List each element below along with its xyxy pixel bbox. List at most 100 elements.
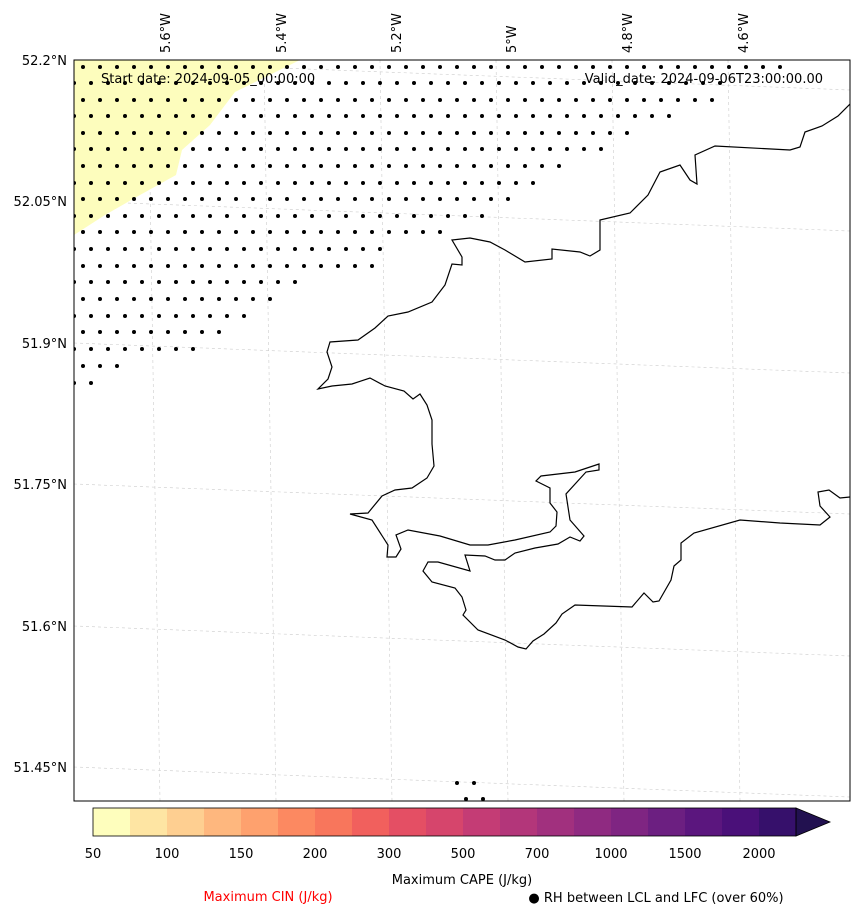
rh-dot xyxy=(81,98,85,102)
rh-dot xyxy=(106,280,110,284)
rh-dot xyxy=(361,81,365,85)
rh-dot xyxy=(225,181,229,185)
rh-dot xyxy=(421,197,425,201)
rh-dot xyxy=(361,214,365,218)
rh-dot xyxy=(183,164,187,168)
rh-dot xyxy=(115,65,119,69)
rh-dot xyxy=(268,197,272,201)
rh-dot xyxy=(217,98,221,102)
lat-label: 51.45°N xyxy=(14,761,67,776)
rh-dot xyxy=(412,214,416,218)
rh-dot xyxy=(710,65,714,69)
rh-dot xyxy=(336,197,340,201)
rh-dot xyxy=(276,114,280,118)
rh-dot xyxy=(319,65,323,69)
rh-dot xyxy=(149,297,153,301)
rh-dot xyxy=(531,114,535,118)
rh-dot xyxy=(557,98,561,102)
rh-dot xyxy=(438,197,442,201)
island-dots xyxy=(455,781,485,801)
rh-dot xyxy=(200,230,204,234)
rh-dot xyxy=(115,98,119,102)
rh-dot xyxy=(319,264,323,268)
rh-dot xyxy=(548,81,552,85)
rh-dot xyxy=(242,181,246,185)
rh-dot xyxy=(514,81,518,85)
rh-dot xyxy=(387,230,391,234)
rh-dot xyxy=(115,164,119,168)
rh-dot xyxy=(370,65,374,69)
rh-dot xyxy=(336,131,340,135)
rh-dot xyxy=(608,65,612,69)
colorbar-swatch xyxy=(574,808,612,836)
rh-dot xyxy=(446,214,450,218)
rh-dot xyxy=(446,147,450,151)
rh-dot xyxy=(438,131,442,135)
rh-dot xyxy=(582,147,586,151)
rh-dot xyxy=(336,264,340,268)
rh-dot xyxy=(98,197,102,201)
rh-dot xyxy=(353,230,357,234)
rh-dot xyxy=(591,131,595,135)
rh-dot xyxy=(404,65,408,69)
rh-dot xyxy=(208,147,212,151)
rh-dot xyxy=(174,214,178,218)
rh-dot xyxy=(591,98,595,102)
rh-dot xyxy=(353,98,357,102)
rh-dot xyxy=(217,297,221,301)
rh-dot xyxy=(489,98,493,102)
rh-dot xyxy=(667,114,671,118)
rh-dot xyxy=(132,197,136,201)
rh-dot xyxy=(302,131,306,135)
rh-dot xyxy=(166,230,170,234)
rh-dot xyxy=(251,264,255,268)
longitude-labels: 5.6°W 5.4°W 5.2°W 5°W 4.8°W 4.6°W xyxy=(159,13,752,53)
rh-dot xyxy=(234,264,238,268)
rh-dot xyxy=(217,230,221,234)
rh-dot xyxy=(353,264,357,268)
rh-dot xyxy=(302,264,306,268)
rh-dot xyxy=(183,98,187,102)
rh-dot xyxy=(115,131,119,135)
rh-dot xyxy=(140,81,144,85)
rh-dot xyxy=(506,197,510,201)
rh-dot xyxy=(327,147,331,151)
rh-dot xyxy=(336,65,340,69)
rh-dot xyxy=(446,114,450,118)
rh-dot xyxy=(293,181,297,185)
rh-dot xyxy=(344,81,348,85)
rh-dot xyxy=(149,164,153,168)
rh-dot xyxy=(344,247,348,251)
rh-dot xyxy=(616,81,620,85)
rh-dot xyxy=(183,131,187,135)
rh-dot xyxy=(251,98,255,102)
rh-dot xyxy=(174,280,178,284)
rh-dot xyxy=(395,214,399,218)
rh-dot xyxy=(497,114,501,118)
rh-dot xyxy=(446,81,450,85)
rh-dot xyxy=(370,197,374,201)
rh-dot xyxy=(208,81,212,85)
rh-dot xyxy=(676,98,680,102)
rh-dot xyxy=(81,330,85,334)
rh-dot xyxy=(81,65,85,69)
rh-dot xyxy=(659,65,663,69)
rh-dot xyxy=(523,164,527,168)
rh-dot xyxy=(506,98,510,102)
rh-dot xyxy=(123,181,127,185)
rh-dot xyxy=(285,264,289,268)
rh-dot xyxy=(514,181,518,185)
cape-shaded-area xyxy=(74,60,300,235)
rh-dot xyxy=(140,280,144,284)
rh-dot xyxy=(710,98,714,102)
rh-dot xyxy=(285,98,289,102)
rh-dot xyxy=(132,98,136,102)
rh-dot xyxy=(259,147,263,151)
rh-dot xyxy=(463,214,467,218)
rh-dot xyxy=(191,314,195,318)
rh-dot xyxy=(480,114,484,118)
rh-dot xyxy=(625,65,629,69)
lon-label: 5.6°W xyxy=(159,13,174,53)
rh-dot xyxy=(166,164,170,168)
rh-dot xyxy=(251,65,255,69)
